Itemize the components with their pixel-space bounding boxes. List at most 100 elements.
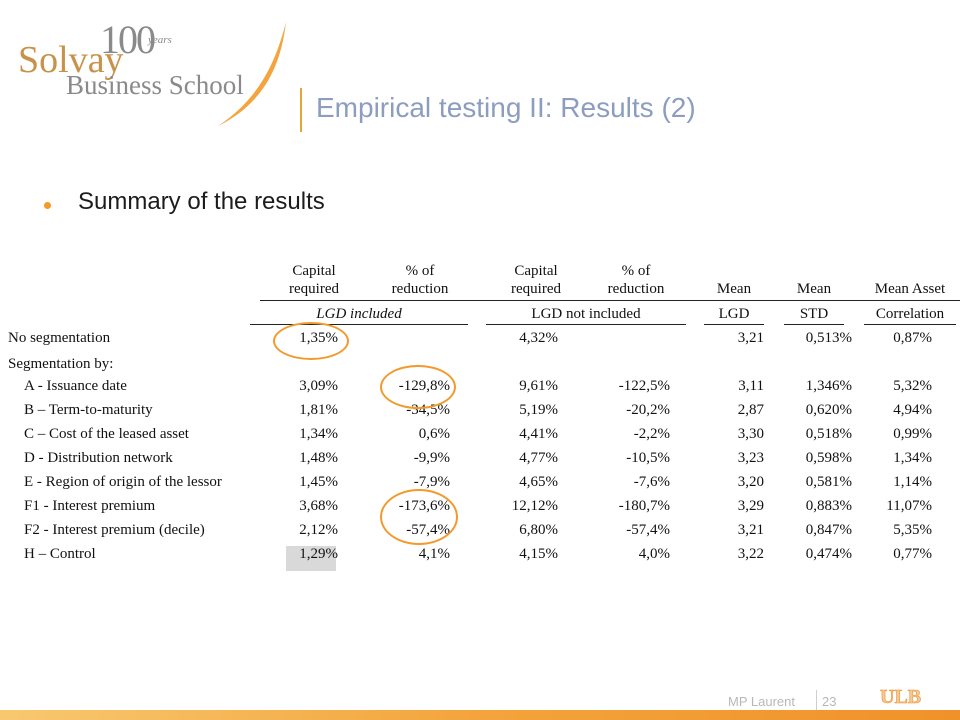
cell-cap2: 6,80%	[519, 522, 558, 538]
cell-cap2: 4,32%	[519, 330, 558, 346]
cell-corr: 0,87%	[893, 330, 932, 346]
section-label: Segmentation by:	[8, 356, 114, 372]
bullet-summary: Summary of the results	[78, 188, 325, 215]
cell-std: 0,581%	[805, 474, 852, 490]
cell-corr: 0,99%	[893, 426, 932, 442]
row-label: F1 - Interest premium	[24, 498, 156, 514]
subheader-lgd: LGD	[718, 306, 750, 322]
cell-corr: 0,77%	[893, 546, 932, 562]
cell-cap1: 1,48%	[299, 450, 338, 466]
row-label: C – Cost of the leased asset	[24, 426, 189, 442]
row-label: E - Region of origin of the lessor	[24, 474, 222, 490]
cell-red1: -9,9%	[413, 450, 450, 466]
footer-bar	[0, 710, 960, 720]
slide-title: Empirical testing II: Results (2)	[316, 92, 696, 123]
cell-cap1: 1,29%	[299, 546, 338, 562]
cell-lgd: 3,21	[737, 522, 764, 538]
cell-red2: -122,5%	[618, 378, 670, 394]
header-mean-lgd: Mean	[716, 281, 752, 297]
cell-cap1: 1,34%	[299, 426, 338, 442]
cell-cap1: 1,45%	[299, 474, 338, 490]
subheader-correlation: Correlation	[875, 306, 945, 322]
cell-lgd: 3,23	[737, 450, 764, 466]
rule-std	[784, 324, 844, 325]
ulb-logo: ULB	[880, 686, 921, 706]
cell-cap2: 9,61%	[519, 378, 558, 394]
control-highlight	[286, 546, 336, 571]
cell-red2: 4,0%	[638, 546, 670, 562]
cell-cap2: 4,77%	[519, 450, 558, 466]
cell-cap1: 3,09%	[299, 378, 338, 394]
cell-lgd: 3,20	[737, 474, 764, 490]
footer-author: MP Laurent	[728, 694, 795, 709]
title-divider	[300, 88, 302, 132]
logo-solvay: Solvay	[18, 39, 124, 81]
cell-lgd: 3,22	[737, 546, 764, 562]
rule-correlation	[864, 324, 956, 325]
cell-corr: 1,14%	[893, 474, 932, 490]
header-mean-asset: Mean Asset	[874, 281, 946, 297]
header-rule	[260, 300, 960, 301]
cell-red2: -2,2%	[633, 426, 670, 442]
cell-lgd: 3,30	[737, 426, 764, 442]
cell-red2: -57,4%	[626, 522, 670, 538]
solvay-logo: 100 years Solvay Business School	[18, 14, 308, 134]
cell-std: 0,883%	[805, 498, 852, 514]
cell-cap2: 12,12%	[511, 498, 558, 514]
circle-highlight-a	[380, 365, 456, 409]
cell-cap2: 4,15%	[519, 546, 558, 562]
subheader-lgd-included: LGD included	[316, 306, 402, 322]
cell-lgd: 3,11	[738, 378, 764, 394]
header-capital-1: Capital required	[289, 263, 339, 297]
cell-cap2: 4,41%	[519, 426, 558, 442]
cell-cap2: 5,19%	[519, 402, 558, 418]
subheader-lgd-not-included: LGD not included	[531, 306, 641, 322]
cell-red2: -10,5%	[626, 450, 670, 466]
cell-std: 0,847%	[805, 522, 852, 538]
cell-std: 0,474%	[805, 546, 852, 562]
logo-hundred: 100	[100, 17, 156, 62]
cell-cap2: 4,65%	[519, 474, 558, 490]
logo-business-school: Business School	[66, 70, 244, 100]
cell-corr: 5,32%	[893, 378, 932, 394]
row-label: A - Issuance date	[24, 378, 127, 394]
cell-red1: 0,6%	[418, 426, 450, 442]
cell-std: 0,598%	[805, 450, 852, 466]
header-mean-std: Mean	[796, 281, 832, 297]
cell-std: 0,513%	[805, 330, 852, 346]
cell-red2: -20,2%	[626, 402, 670, 418]
rule-lgd	[704, 324, 764, 325]
cell-corr: 4,94%	[893, 402, 932, 418]
cell-corr: 11,07%	[886, 498, 932, 514]
circle-highlight-f1	[380, 489, 458, 545]
cell-red2: -180,7%	[618, 498, 670, 514]
cell-red1: -7,9%	[413, 474, 450, 490]
page-number: 23	[822, 694, 837, 709]
svg-text:ULB: ULB	[880, 686, 921, 706]
row-label: B – Term-to-maturity	[24, 402, 153, 418]
rule-lgd-included	[250, 324, 468, 325]
cell-lgd: 2,87	[737, 402, 764, 418]
row-label: H – Control	[24, 546, 96, 562]
cell-std: 0,518%	[805, 426, 852, 442]
cell-lgd: 3,29	[737, 498, 764, 514]
cell-cap1: 3,68%	[299, 498, 338, 514]
header-capital-2: Capital required	[511, 263, 561, 297]
cell-corr: 1,34%	[893, 450, 932, 466]
cell-red2: -7,6%	[633, 474, 670, 490]
row-label: No segmentation	[8, 330, 111, 346]
logo-years: years	[148, 34, 172, 46]
cell-std: 0,620%	[805, 402, 852, 418]
bullet-dot	[44, 202, 51, 209]
header-reduction-2: % of reduction	[607, 263, 665, 297]
footer-separator	[816, 690, 817, 710]
cell-cap1: 2,12%	[299, 522, 338, 538]
cell-std: 1,346%	[805, 378, 852, 394]
cell-cap1: 1,81%	[299, 402, 338, 418]
subheader-std: STD	[799, 306, 829, 322]
row-label: D - Distribution network	[24, 450, 173, 466]
circle-highlight-no-seg	[273, 322, 349, 360]
header-reduction-1: % of reduction	[391, 263, 449, 297]
cell-lgd: 3,21	[737, 330, 764, 346]
